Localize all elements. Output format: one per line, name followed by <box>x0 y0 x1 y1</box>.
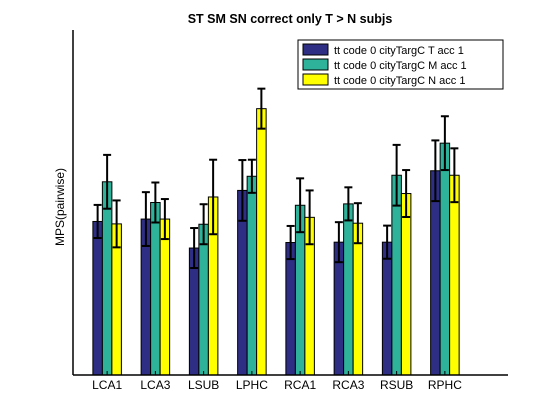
chart-title: ST SM SN correct only T > N subjs <box>188 12 393 26</box>
x-tick-label-rsub: RSUB <box>380 378 413 392</box>
error-bar-lsub-series-1 <box>190 227 199 270</box>
error-bar-lphc-series-1 <box>238 159 247 222</box>
error-bars-group <box>93 87 459 270</box>
error-bar-lsub-series-3 <box>209 158 218 236</box>
bar-rca3-series-2 <box>343 203 354 376</box>
bar-lca3-series-3 <box>159 218 171 376</box>
error-bar-lca1-series-2 <box>103 153 112 210</box>
legend-item-series-1: tt code 0 cityTargC T acc 1 <box>302 43 464 57</box>
error-bar-rca3-series-3 <box>353 202 362 245</box>
legend-item-series-2: tt code 0 cityTargC M acc 1 <box>302 58 467 72</box>
legend-label: tt code 0 cityTargC N acc 1 <box>334 75 465 87</box>
legend-swatch <box>302 58 329 71</box>
error-bar-rca3-series-1 <box>334 221 343 264</box>
bar-rsub-series-3 <box>400 193 412 376</box>
error-bar-lca3-series-1 <box>141 191 150 247</box>
legend-swatch <box>302 43 329 56</box>
error-bar-rphc-series-3 <box>450 147 459 204</box>
x-tick-label-lsub: LSUB <box>188 378 219 392</box>
error-bar-rphc-series-2 <box>440 115 449 172</box>
legend-label: tt code 0 cityTargC T acc 1 <box>334 45 464 57</box>
error-bar-rca1-series-3 <box>305 189 314 246</box>
legend-item-series-3: tt code 0 cityTargC N acc 1 <box>302 73 465 87</box>
legend: tt code 0 cityTargC T acc 1 tt code 0 cit… <box>297 39 504 90</box>
error-bar-lca1-series-1 <box>93 203 102 240</box>
error-bar-lca3-series-2 <box>151 181 160 224</box>
x-tick-label-lphc: LPHC <box>236 378 268 392</box>
error-bar-lsub-series-2 <box>199 203 208 246</box>
bar-lca1-series-2 <box>101 181 113 376</box>
bar-rca1-series-1 <box>285 242 296 376</box>
legend-box <box>297 39 504 90</box>
legend-swatch <box>302 73 329 86</box>
bar-rphc-series-2 <box>439 142 451 376</box>
error-bar-rsub-series-1 <box>383 224 392 260</box>
x-tick-label-rca3: RCA3 <box>332 378 364 392</box>
bar-lphc-series-2 <box>246 175 258 376</box>
error-bar-rca3-series-2 <box>344 186 353 222</box>
y-axis-label: MPS(pairwise) <box>53 168 67 246</box>
bar-lphc-series-3 <box>256 108 267 376</box>
bar-lca1-series-1 <box>92 220 103 376</box>
legend-label: tt code 0 cityTargC M acc 1 <box>334 60 467 72</box>
error-bar-rca1-series-1 <box>286 224 295 261</box>
error-bar-rca1-series-2 <box>296 177 305 234</box>
error-bar-lca3-series-3 <box>160 198 169 241</box>
bar-rsub-series-1 <box>381 241 393 376</box>
error-bar-rsub-series-3 <box>402 169 411 218</box>
error-bar-lphc-series-2 <box>247 158 256 194</box>
bar-lsub-series-2 <box>198 223 209 376</box>
error-bar-rphc-series-1 <box>431 139 440 203</box>
bar-lca3-series-2 <box>150 202 161 376</box>
bar-rphc-series-3 <box>449 174 460 376</box>
x-tick-label-rca1: RCA1 <box>284 378 316 392</box>
bar-rca3-series-3 <box>352 222 364 376</box>
error-bar-lca1-series-3 <box>112 199 121 249</box>
bars-group <box>92 108 460 376</box>
x-tick-label-rphc: RPHC <box>428 378 462 392</box>
x-tick-label-lca3: LCA3 <box>140 378 170 392</box>
x-ticks-group: LCA1 LCA3 LSUB LPHC RCA1 RCA3 RSUB RPHC <box>92 371 462 392</box>
error-bar-rsub-series-2 <box>392 143 401 207</box>
error-bar-lphc-series-3 <box>257 87 266 130</box>
x-tick-label-lca1: LCA1 <box>92 378 122 392</box>
